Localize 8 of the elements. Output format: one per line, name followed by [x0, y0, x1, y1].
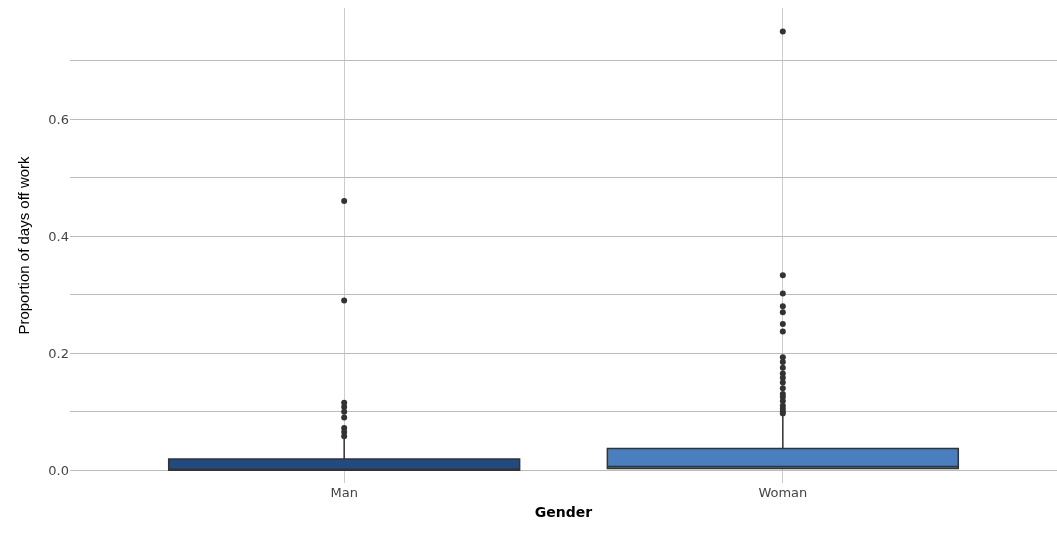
- y-tick-label: 0.2: [48, 345, 69, 361]
- x-tick-label: Man: [330, 485, 358, 500]
- y-tick-label: 0.6: [48, 111, 69, 127]
- y-tick-label: 0.4: [48, 228, 69, 244]
- x-tick-label: Woman: [758, 485, 808, 500]
- x-axis-title: Gender: [534, 504, 593, 521]
- y-axis-title: Proportion of days off work: [14, 155, 32, 335]
- y-tick-label: 0.0: [48, 462, 69, 478]
